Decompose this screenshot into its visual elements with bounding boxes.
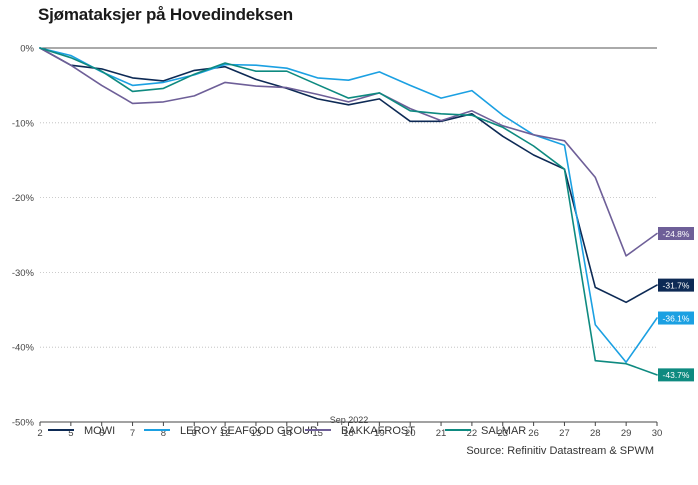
svg-text:-24.8%: -24.8% bbox=[663, 229, 690, 239]
legend-label: LEROY SEAFOOD GROUP bbox=[180, 425, 318, 437]
series-line-salmar bbox=[39, 47, 658, 376]
x-tick-label: 15 bbox=[312, 428, 323, 439]
x-tick-label: 22 bbox=[467, 428, 478, 439]
x-tick-label: 7 bbox=[130, 428, 135, 439]
chart-title: Sjømataksjer på Hovedindeksen bbox=[38, 5, 293, 24]
x-axis-title: Sep 2022 bbox=[330, 415, 369, 425]
end-value-label: -43.7% bbox=[658, 368, 694, 382]
y-tick-label: -30% bbox=[12, 268, 35, 279]
x-tick-label: 8 bbox=[161, 428, 166, 439]
x-tick-label: 12 bbox=[220, 428, 231, 439]
series-line-bakkafrost bbox=[39, 47, 658, 257]
legend-swatch bbox=[48, 429, 74, 432]
x-tick-label: 27 bbox=[559, 428, 570, 439]
x-tick-label: 9 bbox=[192, 428, 197, 439]
axis-layer: 0% -10% -20% -30% -40% -50%2 5 6 7 8 9 12 13 14 15 16 19… bbox=[12, 44, 662, 440]
end-value-label: -36.1% bbox=[658, 311, 694, 325]
legend-swatch bbox=[305, 429, 331, 432]
x-tick-label: 19 bbox=[374, 428, 385, 439]
y-tick-label: -20% bbox=[12, 193, 35, 204]
svg-text:-31.7%: -31.7% bbox=[663, 280, 690, 290]
y-tick-label: -40% bbox=[12, 343, 35, 354]
legend-label: BAKKAFROST bbox=[341, 425, 415, 437]
x-tick-label: 23 bbox=[497, 428, 508, 439]
legend-item: LEROY SEAFOOD GROUP bbox=[144, 425, 317, 437]
series-line-mowi bbox=[39, 47, 658, 304]
svg-text:-43.7%: -43.7% bbox=[663, 370, 690, 380]
y-tick-label: -10% bbox=[12, 118, 35, 129]
x-tick-label: 28 bbox=[590, 428, 601, 439]
x-tick-label: 2 bbox=[37, 428, 42, 439]
y-tick-label: 0% bbox=[20, 44, 34, 55]
end-label-layer: -31.7% -36.1% -24.8% -43.7% bbox=[658, 227, 694, 382]
end-value-label: -24.8% bbox=[658, 227, 694, 241]
x-tick-label: 13 bbox=[251, 428, 262, 439]
x-tick-label: 30 bbox=[652, 428, 663, 439]
x-tick-label: 29 bbox=[621, 428, 632, 439]
x-tick-label: 6 bbox=[99, 428, 104, 439]
legend-label: MOWI bbox=[84, 425, 116, 437]
legend-swatch bbox=[445, 429, 471, 432]
grid-layer bbox=[40, 47, 657, 348]
legend-item: SALMAR bbox=[445, 425, 526, 437]
svg-text:-36.1%: -36.1% bbox=[663, 313, 690, 323]
y-tick-label: -50% bbox=[12, 418, 35, 429]
legend-item: MOWI bbox=[48, 425, 115, 437]
series-layer bbox=[39, 47, 658, 376]
x-tick-label: 16 bbox=[343, 428, 354, 439]
legend-label: SALMAR bbox=[481, 425, 527, 437]
end-value-label: -31.7% bbox=[658, 278, 694, 292]
x-tick-label: 26 bbox=[528, 428, 539, 439]
x-tick-label: 20 bbox=[405, 428, 416, 439]
legend-swatch bbox=[144, 429, 170, 432]
source-note: Source: Refinitiv Datastream & SPWM bbox=[466, 445, 654, 457]
x-tick-label: 14 bbox=[282, 428, 293, 439]
x-tick-label: 5 bbox=[68, 428, 73, 439]
legend-item: BAKKAFROST bbox=[305, 425, 415, 437]
x-tick-label: 21 bbox=[436, 428, 447, 439]
series-line-leroy-seafood-group bbox=[39, 47, 658, 364]
